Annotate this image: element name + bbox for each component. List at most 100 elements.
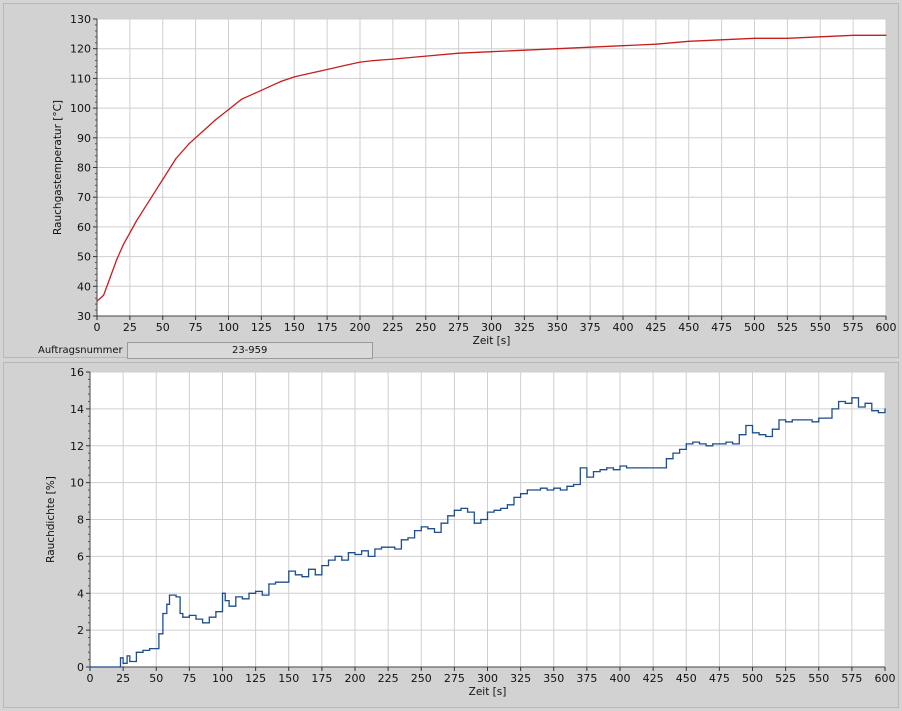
data-point: [579, 467, 581, 469]
data-point: [798, 419, 800, 421]
data-point: [280, 80, 282, 82]
x-tick-label: 75: [182, 672, 196, 685]
x-tick-label: 0: [87, 672, 94, 685]
data-point: [179, 612, 181, 615]
data-point: [346, 64, 348, 66]
y-tick-label: 16: [70, 366, 84, 379]
data-point: [119, 657, 122, 659]
data-point: [786, 37, 788, 39]
x-tick-label: 125: [245, 672, 266, 685]
x-tick-label: 500: [742, 672, 763, 685]
x-tick-label: 50: [149, 672, 163, 685]
data-point: [155, 647, 157, 650]
data-point: [149, 199, 151, 201]
y-axis-label: Rauchgastemperatur [°C]: [52, 100, 64, 235]
data-point: [589, 46, 591, 48]
data-point: [818, 417, 820, 419]
y-tick-label: 2: [77, 624, 84, 637]
data-point: [89, 666, 91, 668]
data-point: [208, 616, 210, 618]
data-point: [732, 443, 734, 445]
data-point: [149, 647, 151, 650]
data-point: [394, 548, 396, 550]
data-point: [566, 485, 568, 487]
order-number-value: 23-959: [231, 345, 268, 356]
x-tick-label: 0: [94, 321, 101, 334]
data-point: [129, 232, 131, 234]
y-tick-label: 10: [70, 477, 84, 490]
data-point: [453, 509, 455, 511]
data-point: [118, 666, 120, 668]
y-tick-label: 12: [70, 440, 84, 453]
data-point: [645, 467, 648, 469]
data-point: [844, 402, 846, 404]
y-tick-label: 90: [77, 132, 91, 145]
data-point: [175, 157, 177, 160]
data-point: [824, 417, 826, 419]
data-point: [235, 596, 237, 598]
data-point: [612, 469, 614, 471]
data-point: [526, 489, 528, 491]
data-point: [327, 559, 330, 561]
data-point: [261, 594, 263, 596]
x-tick-label: 400: [610, 672, 631, 685]
x-tick-label: 400: [613, 321, 634, 334]
data-point: [126, 655, 128, 657]
data-point: [321, 564, 323, 567]
data-point: [556, 48, 558, 50]
data-point: [188, 614, 190, 616]
y-tick-label: 8: [77, 514, 84, 527]
data-point: [433, 531, 436, 534]
data-point: [347, 552, 349, 554]
data-point: [586, 476, 588, 478]
x-tick-label: 25: [123, 321, 137, 334]
x-tick-label: 100: [218, 321, 239, 334]
data-point: [785, 421, 787, 423]
data-point: [573, 483, 575, 486]
y-tick-label: 120: [70, 43, 91, 56]
data-point: [500, 507, 502, 510]
data-point: [838, 400, 840, 403]
x-tick-label: 225: [382, 321, 403, 334]
temperature-chart-panel: 30 40 50 60 70 80 90 100 110 120 130 0 25 50 75 100 125 1…: [3, 3, 899, 359]
data-point: [467, 511, 469, 513]
data-point: [523, 49, 525, 51]
data-point: [672, 452, 674, 454]
data-point: [712, 443, 714, 445]
data-point: [281, 581, 283, 583]
data-point: [374, 548, 376, 550]
data-point: [341, 559, 343, 561]
x-tick-label: 275: [448, 321, 469, 334]
order-number-field[interactable]: 23-959: [126, 342, 373, 359]
x-tick-label: 225: [378, 672, 399, 685]
data-point: [333, 67, 335, 69]
data-point: [314, 574, 316, 576]
x-tick-label: 525: [777, 321, 798, 334]
data-point: [771, 428, 773, 430]
data-point: [811, 421, 813, 423]
data-point: [725, 441, 727, 443]
data-point: [520, 493, 522, 495]
x-tick-label: 350: [543, 672, 564, 685]
data-point: [102, 294, 105, 296]
y-axis-label: Rauchdichte [%]: [45, 476, 57, 563]
data-point: [473, 522, 475, 524]
data-point: [606, 467, 608, 469]
data-point: [201, 131, 203, 133]
x-tick-label: 600: [875, 672, 896, 685]
data-point: [255, 590, 257, 593]
data-point: [142, 649, 144, 652]
smoke-density-chart: 0 2 4 6 8 10 12 14 16 0 25 50 75 100 125 150 175 200 225 25…: [45, 366, 896, 698]
x-tick-label: 250: [415, 321, 436, 334]
data-point: [480, 518, 482, 521]
data-point: [655, 43, 657, 45]
x-tick-label: 375: [576, 672, 597, 685]
x-tick-label: 275: [444, 672, 465, 685]
data-point: [665, 458, 667, 460]
data-point: [214, 119, 216, 121]
data-point: [884, 408, 886, 410]
x-tick-label: 325: [514, 321, 535, 334]
y-tick-label: 6: [77, 550, 84, 563]
data-point: [135, 651, 137, 653]
data-point: [268, 583, 270, 585]
